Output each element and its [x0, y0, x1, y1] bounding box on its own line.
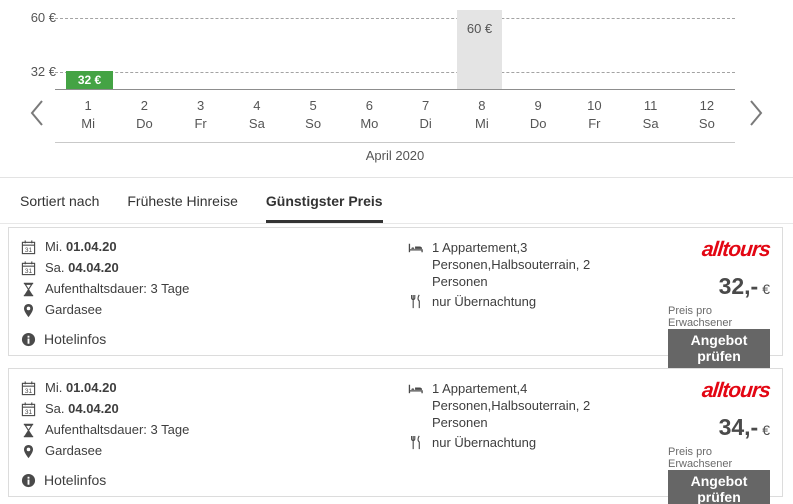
day-cell-9[interactable]: 9 Do — [529, 98, 547, 131]
offer-2-checkin: 31 Mi. 01.04.20 — [21, 380, 408, 396]
day-cell-12[interactable]: 12 So — [698, 98, 715, 131]
calendar-icon: 31 — [21, 260, 36, 276]
hourglass-icon — [21, 423, 36, 438]
month-divider — [55, 142, 735, 143]
price-calendar: 60 € 32 € 60 € 32 € 1 Mi 2 Do 3 Fr 4 Sa 5 So … — [0, 0, 793, 177]
month-label: April 2020 — [365, 148, 425, 163]
day-cell-1[interactable]: 1 Mi — [81, 98, 95, 131]
offer-2-room-board: 1 Appartement,4 Personen,Halbsouterrain,… — [408, 380, 668, 488]
alltours-logo[interactable]: alltours — [700, 238, 772, 261]
info-icon — [21, 473, 36, 488]
offer-1-destination: Gardasee — [21, 302, 408, 318]
offer-1-duration: Aufenthaltsdauer: 3 Tage — [21, 281, 408, 297]
svg-text:31: 31 — [25, 247, 33, 254]
offer-1-room: 1 Appartement,3 Personen,Halbsouterrain,… — [408, 239, 668, 290]
cutlery-icon — [408, 435, 424, 450]
location-pin-icon — [21, 303, 36, 318]
offer-2-checkout: 31 Sa. 04.04.20 — [21, 401, 408, 417]
day-cell-3[interactable]: 3 Fr — [194, 98, 207, 131]
calendar-icon: 31 — [21, 380, 36, 396]
day-cell-2[interactable]: 2 Do — [136, 98, 153, 131]
offer-2-destination: Gardasee — [21, 443, 408, 459]
day-8-price-label: 60 € — [466, 21, 493, 36]
day-cell-7[interactable]: 7 Di — [419, 98, 432, 131]
day-cell-11[interactable]: 11 Sa — [642, 98, 659, 131]
calendar-icon: 31 — [21, 401, 36, 417]
calendar-days-row: 1 Mi 2 Do 3 Fr 4 Sa 5 So 6 Mo 7 Di 8 Mi 9 Do 10 Fr… — [60, 98, 735, 131]
chevron-left-icon[interactable] — [28, 99, 46, 127]
chart-baseline — [55, 89, 735, 90]
selected-day-price-badge[interactable]: 32 € — [66, 71, 113, 89]
day-8-price-column[interactable]: 60 € — [457, 10, 502, 89]
bed-icon — [408, 240, 424, 255]
offer-card-1: 31 Mi. 01.04.20 31 Sa. 04.04.20 Aufentha… — [8, 227, 783, 368]
offer-1-checkout: 31 Sa. 04.04.20 — [21, 260, 408, 276]
location-pin-icon — [21, 444, 36, 459]
chevron-right-icon[interactable] — [747, 99, 765, 127]
offer-2-price-note: Preis pro Erwachsener — [668, 446, 733, 470]
alltours-logo[interactable]: alltours — [700, 379, 772, 402]
offer-2-price-block: alltours 34,- € Preis pro Erwachsener Ang… — [668, 379, 772, 504]
offer-2-board: nur Übernachtung — [408, 434, 668, 451]
offer-2-hotelinfos-link[interactable]: Hotelinfos — [21, 472, 408, 488]
offer-1-price: 32,- € — [718, 273, 770, 299]
day-cell-10[interactable]: 10 Fr — [587, 98, 602, 131]
offer-1-price-block: alltours 32,- € Preis pro Erwachsener Ang… — [668, 238, 772, 368]
offer-1-board: nur Übernachtung — [408, 293, 668, 310]
offer-2-duration: Aufenthaltsdauer: 3 Tage — [21, 422, 408, 438]
day-cell-4[interactable]: 4 Sa — [248, 98, 265, 131]
svg-text:31: 31 — [25, 409, 33, 416]
offer-1-hotelinfos-link[interactable]: Hotelinfos — [21, 331, 408, 347]
calendar-icon: 31 — [21, 239, 36, 255]
y-axis-label-32: 32 € — [30, 64, 56, 79]
offer-2-check-offer-button[interactable]: Angebot prüfen — [668, 470, 770, 504]
offer-1-check-offer-button[interactable]: Angebot prüfen — [668, 329, 770, 368]
offer-2-room: 1 Appartement,4 Personen,Halbsouterrain,… — [408, 380, 668, 431]
bed-icon — [408, 381, 424, 396]
offer-1-room-board: 1 Appartement,3 Personen,Halbsouterrain,… — [408, 239, 668, 347]
info-icon — [21, 332, 36, 347]
svg-text:31: 31 — [25, 268, 33, 275]
svg-text:31: 31 — [25, 388, 33, 395]
cutlery-icon — [408, 294, 424, 309]
offer-1-price-note: Preis pro Erwachsener — [668, 305, 733, 329]
sort-label: Sortiert nach — [20, 192, 100, 209]
day-cell-8[interactable]: 8 Mi — [475, 98, 489, 131]
tab-frueheste-hinreise[interactable]: Früheste Hinreise — [127, 192, 238, 209]
hourglass-icon — [21, 282, 36, 297]
day-cell-5[interactable]: 5 So — [305, 98, 322, 131]
y-axis-label-60: 60 € — [30, 10, 56, 25]
day-cell-6[interactable]: 6 Mo — [360, 98, 379, 131]
offer-1-checkin: 31 Mi. 01.04.20 — [21, 239, 408, 255]
offer-2-details: 31 Mi. 01.04.20 31 Sa. 04.04.20 Aufentha… — [21, 380, 408, 488]
offer-card-2: 31 Mi. 01.04.20 31 Sa. 04.04.20 Aufentha… — [8, 368, 783, 504]
offer-1-details: 31 Mi. 01.04.20 31 Sa. 04.04.20 Aufentha… — [21, 239, 408, 347]
gridline-32 — [55, 72, 735, 73]
offer-2-price: 34,- € — [718, 414, 770, 440]
gridline-60 — [55, 18, 735, 19]
tab-guenstigster-preis[interactable]: Günstigster Preis — [265, 178, 383, 223]
sort-tabs-bar: Sortiert nach Früheste Hinreise Günstigs… — [0, 177, 793, 224]
